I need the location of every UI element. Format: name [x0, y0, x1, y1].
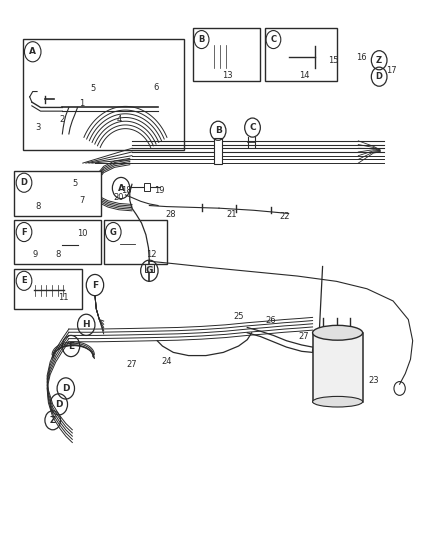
- FancyBboxPatch shape: [208, 43, 243, 69]
- Text: Z: Z: [376, 56, 382, 64]
- Text: D: D: [55, 400, 63, 409]
- Text: 8: 8: [55, 250, 60, 259]
- Text: 4: 4: [116, 115, 121, 124]
- Text: 9: 9: [33, 250, 38, 259]
- Text: 25: 25: [233, 312, 244, 321]
- FancyBboxPatch shape: [56, 183, 64, 198]
- Text: 2: 2: [60, 115, 65, 124]
- Text: G: G: [110, 228, 117, 237]
- Text: 6: 6: [153, 83, 159, 92]
- FancyBboxPatch shape: [23, 38, 184, 150]
- Text: 16: 16: [357, 53, 367, 62]
- Text: E: E: [68, 342, 74, 351]
- Text: F: F: [92, 280, 98, 289]
- Text: Z: Z: [49, 416, 56, 425]
- Text: D: D: [376, 72, 383, 81]
- Text: 7: 7: [79, 196, 85, 205]
- Text: 22: 22: [279, 212, 290, 221]
- Text: C: C: [270, 35, 276, 44]
- Text: D: D: [21, 178, 28, 187]
- Ellipse shape: [313, 325, 363, 340]
- FancyBboxPatch shape: [14, 171, 102, 216]
- Text: 1: 1: [79, 99, 85, 108]
- Text: 28: 28: [166, 210, 177, 219]
- Text: A: A: [117, 183, 124, 192]
- Text: 5: 5: [73, 179, 78, 188]
- FancyBboxPatch shape: [104, 220, 167, 264]
- Text: 23: 23: [368, 376, 379, 385]
- Text: E: E: [21, 276, 27, 285]
- FancyBboxPatch shape: [144, 183, 150, 191]
- FancyBboxPatch shape: [145, 264, 154, 272]
- Text: 3: 3: [35, 123, 41, 132]
- Text: 19: 19: [154, 185, 164, 195]
- FancyBboxPatch shape: [265, 28, 336, 81]
- Text: 8: 8: [35, 202, 41, 211]
- Text: G: G: [146, 266, 153, 275]
- Text: B: B: [198, 35, 205, 44]
- Text: 11: 11: [58, 293, 68, 302]
- FancyBboxPatch shape: [313, 333, 363, 402]
- FancyBboxPatch shape: [193, 28, 260, 81]
- Text: 5: 5: [90, 84, 95, 93]
- Text: 10: 10: [77, 229, 87, 238]
- FancyBboxPatch shape: [132, 100, 156, 112]
- FancyBboxPatch shape: [127, 94, 140, 103]
- Text: 27: 27: [299, 332, 309, 341]
- Text: 26: 26: [265, 316, 276, 325]
- Text: B: B: [215, 126, 222, 135]
- Ellipse shape: [313, 397, 363, 407]
- Text: 18: 18: [121, 185, 131, 195]
- FancyBboxPatch shape: [45, 183, 53, 198]
- FancyBboxPatch shape: [14, 220, 102, 264]
- Text: 21: 21: [227, 210, 237, 219]
- Text: A: A: [29, 47, 36, 56]
- Text: 14: 14: [299, 71, 309, 80]
- Text: F: F: [21, 228, 27, 237]
- Text: 13: 13: [223, 71, 233, 80]
- FancyBboxPatch shape: [157, 102, 167, 110]
- Text: D: D: [62, 384, 70, 393]
- Text: 27: 27: [127, 360, 137, 369]
- Text: H: H: [82, 320, 90, 329]
- Text: 24: 24: [162, 358, 172, 367]
- FancyBboxPatch shape: [34, 183, 43, 198]
- Text: 20: 20: [113, 193, 124, 202]
- Text: 12: 12: [146, 250, 157, 259]
- Text: 15: 15: [328, 56, 338, 65]
- FancyBboxPatch shape: [214, 138, 223, 164]
- FancyBboxPatch shape: [14, 269, 82, 309]
- Text: C: C: [249, 123, 256, 132]
- Text: 17: 17: [385, 66, 396, 75]
